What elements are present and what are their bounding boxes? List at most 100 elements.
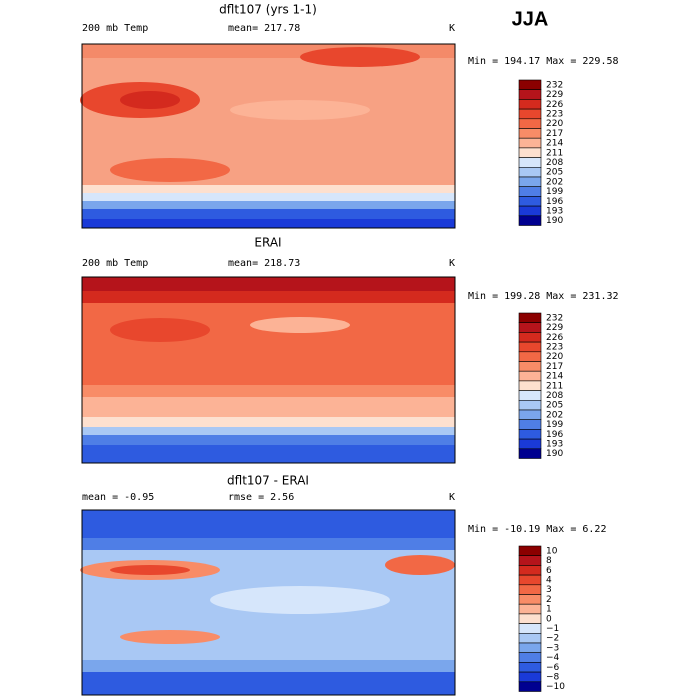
colorbar-label: 3 [546, 585, 552, 595]
colorbar-label: 223 [546, 342, 563, 352]
colorbar-box [518, 215, 542, 226]
colorbar-box [518, 642, 542, 653]
colorbar-label: 193 [546, 206, 563, 216]
colorbar-box [518, 370, 542, 382]
colorbar-box [518, 186, 542, 197]
colorbar-box [518, 361, 542, 372]
colorbar-box [518, 147, 542, 158]
colorbar-label: 0 [546, 614, 552, 624]
colorbar-box [518, 79, 542, 90]
colorbar-label: 208 [546, 158, 563, 168]
panel-left-label: mean = -0.95 [82, 492, 154, 503]
colorbar-box [518, 89, 542, 100]
colorbar-box [518, 448, 542, 459]
map-reanalysis [81, 276, 456, 464]
colorbar-label: 196 [546, 430, 563, 440]
min-max-label: Min = -10.19 Max = 6.22 [468, 524, 606, 535]
colorbar-label: 199 [546, 420, 563, 430]
colorbar-box [518, 632, 542, 644]
colorbar-label: 214 [546, 139, 563, 149]
colorbar-label: 8 [546, 556, 552, 566]
panel-unit: K [449, 23, 455, 34]
panel-center-label: mean= 218.73 [228, 258, 300, 269]
colorbar-box [518, 419, 542, 430]
panel-unit: K [449, 258, 455, 269]
colorbar-label: 223 [546, 109, 563, 119]
colorbar-label: 229 [546, 90, 563, 100]
colorbar-label: 232 [546, 80, 563, 90]
colorbar-label: 208 [546, 391, 563, 401]
colorbar-label: 229 [546, 323, 563, 333]
panel-left-label: 200 mb Temp [82, 258, 148, 269]
colorbar-label: −8 [546, 672, 560, 682]
colorbar-label: 211 [546, 148, 563, 158]
panel-unit: K [449, 492, 455, 503]
colorbar-box [518, 312, 542, 323]
min-max-label: Min = 194.17 Max = 229.58 [468, 56, 619, 67]
colorbar-label: −6 [546, 663, 560, 673]
colorbar-label: −2 [546, 634, 559, 644]
panel-left-label: 200 mb Temp [82, 23, 148, 34]
colorbar-label: 211 [546, 381, 563, 391]
colorbar-box [518, 438, 542, 450]
colorbar-box [518, 399, 542, 411]
colorbar-box [518, 341, 542, 353]
colorbar-label: 6 [546, 566, 552, 576]
colorbar-label: 220 [546, 119, 563, 129]
colorbar-box [518, 157, 542, 168]
colorbar-label: 193 [546, 439, 563, 449]
colorbar-label: 217 [546, 129, 563, 139]
colorbar-box [518, 409, 542, 420]
colorbar-label: 2 [546, 595, 552, 605]
colorbar-box [518, 565, 542, 576]
colorbar-label: 217 [546, 362, 563, 372]
colorbar-label: −3 [546, 643, 559, 653]
colorbar-label: 220 [546, 352, 563, 362]
colorbar-box [518, 429, 542, 440]
colorbar-label: 202 [546, 410, 563, 420]
colorbar-label: 205 [546, 401, 563, 411]
colorbar-label: 202 [546, 177, 563, 187]
colorbar-box [518, 652, 542, 663]
colorbar-box [518, 99, 542, 110]
colorbar-box [518, 137, 542, 149]
colorbar-box [518, 390, 542, 401]
colorbar-box [518, 205, 542, 217]
panel-center-label: mean= 217.78 [228, 23, 300, 34]
season-label: JJA [512, 8, 549, 30]
colorbar-label: −1 [546, 624, 559, 634]
colorbar-box [518, 681, 542, 692]
colorbar-box [518, 128, 542, 139]
colorbar-label: 214 [546, 372, 563, 382]
colorbar-label: 205 [546, 168, 563, 178]
map-difference [80, 509, 456, 696]
colorbar-box [518, 555, 542, 566]
colorbar-box [518, 594, 542, 605]
colorbar-box [518, 671, 542, 683]
colorbar-label: 199 [546, 187, 563, 197]
colorbar-label: −10 [546, 682, 565, 692]
colorbar-label: 196 [546, 197, 563, 207]
colorbar-box [518, 167, 542, 178]
colorbar-box [518, 332, 542, 343]
colorbar-box [518, 196, 542, 207]
colorbar-label: 226 [546, 100, 563, 110]
colorbar-box [518, 176, 542, 187]
colorbar-box [518, 380, 542, 391]
colorbar-box [518, 351, 542, 362]
colorbar-label: 1 [546, 605, 552, 615]
colorbar-box [518, 108, 542, 120]
colorbar-box [518, 613, 542, 624]
colorbar-label: 190 [546, 449, 563, 459]
colorbar-box [518, 574, 542, 586]
colorbar-box [518, 545, 542, 556]
colorbar-box [518, 623, 542, 634]
panel-title: ERAI [254, 236, 281, 250]
colorbar-label: 4 [546, 575, 552, 585]
panel-title: dflt107 - ERAI [227, 474, 309, 488]
colorbar-label: 190 [546, 216, 563, 226]
colorbar-box [518, 322, 542, 333]
colorbar-box [518, 603, 542, 615]
min-max-label: Min = 199.28 Max = 231.32 [468, 291, 619, 302]
